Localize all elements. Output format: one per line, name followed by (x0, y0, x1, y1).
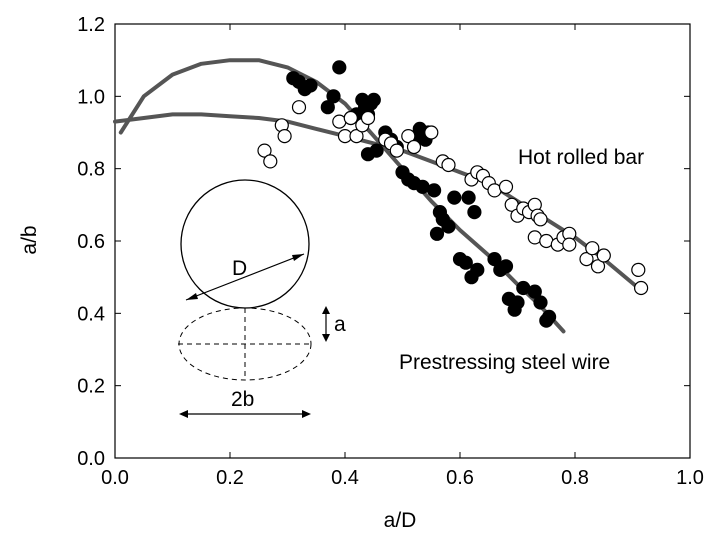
y-tick-label: 0.8 (77, 159, 105, 181)
y-axis-label: a/b (18, 225, 41, 254)
point-hot-rolled-bar (343, 110, 358, 126)
point-hot-rolled-bar (257, 143, 272, 158)
inset-arrowhead (322, 306, 330, 314)
annotation-hot-rolled-bar: Hot rolled bar (518, 146, 644, 169)
inset-wire-circle (180, 179, 310, 309)
y-tick-label: 0.2 (77, 376, 105, 398)
point-hot-rolled-bar (277, 129, 292, 144)
x-tick-label: 0.8 (561, 467, 589, 489)
x-tick-label: 0.4 (331, 467, 359, 489)
x-axis-label: a/D (384, 509, 417, 532)
plot-frame (114, 23, 691, 459)
data-points (257, 60, 649, 328)
point-prestressing-steel-wire (332, 60, 347, 75)
point-prestressing-steel-wire (303, 78, 318, 93)
inset-label-diameter: D (232, 257, 247, 280)
inset-arrowhead (302, 410, 311, 418)
inset-arrowhead (179, 410, 188, 418)
x-tick-label: 0.2 (216, 467, 244, 489)
point-prestressing-steel-wire (429, 226, 445, 241)
point-hot-rolled-bar (498, 179, 514, 194)
y-tick-label: 1.0 (77, 86, 105, 108)
point-prestressing-steel-wire (427, 183, 442, 198)
inset-label-depth: a (334, 313, 346, 336)
point-prestressing-steel-wire (366, 92, 381, 108)
point-prestressing-steel-wire (467, 205, 482, 220)
annotation-prestressing-steel-wire: Prestressing steel wire (399, 351, 610, 374)
point-prestressing-steel-wire (441, 219, 456, 234)
point-prestressing-steel-wire (458, 255, 473, 270)
inset-diagram: D a 2b (178, 179, 346, 418)
inset-arrowhead (292, 254, 304, 261)
x-tick-label: 0.0 (101, 467, 129, 489)
point-hot-rolled-bar (349, 129, 364, 144)
point-prestressing-steel-wire (320, 100, 335, 115)
y-tick-label: 0.4 (77, 303, 105, 325)
point-prestressing-steel-wire (326, 89, 341, 104)
point-hot-rolled-bar (406, 139, 422, 155)
point-hot-rolled-bar (401, 129, 416, 144)
point-hot-rolled-bar (424, 125, 439, 140)
inset-label-width: 2b (231, 388, 254, 411)
point-prestressing-steel-wire (369, 143, 384, 158)
point-hot-rolled-bar (533, 212, 548, 227)
point-hot-rolled-bar (590, 259, 606, 274)
x-tick-label: 0.6 (446, 467, 474, 489)
point-prestressing-steel-wire (498, 259, 514, 274)
point-hot-rolled-bar (263, 154, 278, 169)
inset-arrowhead (322, 334, 330, 342)
y-tick-label: 0.6 (77, 231, 105, 253)
point-prestressing-steel-wire (541, 309, 557, 324)
point-hot-rolled-bar (631, 262, 646, 277)
point-prestressing-steel-wire (461, 190, 476, 205)
point-hot-rolled-bar (389, 143, 404, 158)
point-hot-rolled-bar (585, 241, 600, 256)
axis-ticks: 0.0 0.2 0.4 0.6 0.8 1.0 0.0 0.2 0.4 0.6 0.8 1.0 1.2 (77, 14, 704, 489)
point-hot-rolled-bar (633, 280, 649, 296)
inset-arrowhead (186, 293, 198, 300)
point-prestressing-steel-wire (510, 295, 525, 310)
point-prestressing-steel-wire (487, 252, 502, 267)
point-prestressing-steel-wire (470, 262, 485, 277)
plot-area (114, 23, 691, 459)
y-tick-label: 1.2 (77, 14, 105, 36)
point-hot-rolled-bar (596, 248, 611, 263)
point-prestressing-steel-wire (447, 190, 462, 205)
y-tick-label: 0.0 (77, 448, 105, 470)
point-prestressing-steel-wire (533, 295, 548, 310)
x-tick-label: 1.0 (676, 467, 704, 489)
point-hot-rolled-bar (360, 110, 376, 126)
point-hot-rolled-bar (441, 157, 456, 173)
inset-diameter-arrow (185, 253, 305, 301)
point-hot-rolled-bar (291, 100, 307, 115)
point-hot-rolled-bar (579, 252, 594, 267)
point-hot-rolled-bar (562, 237, 577, 252)
point-prestressing-steel-wire (527, 284, 542, 299)
